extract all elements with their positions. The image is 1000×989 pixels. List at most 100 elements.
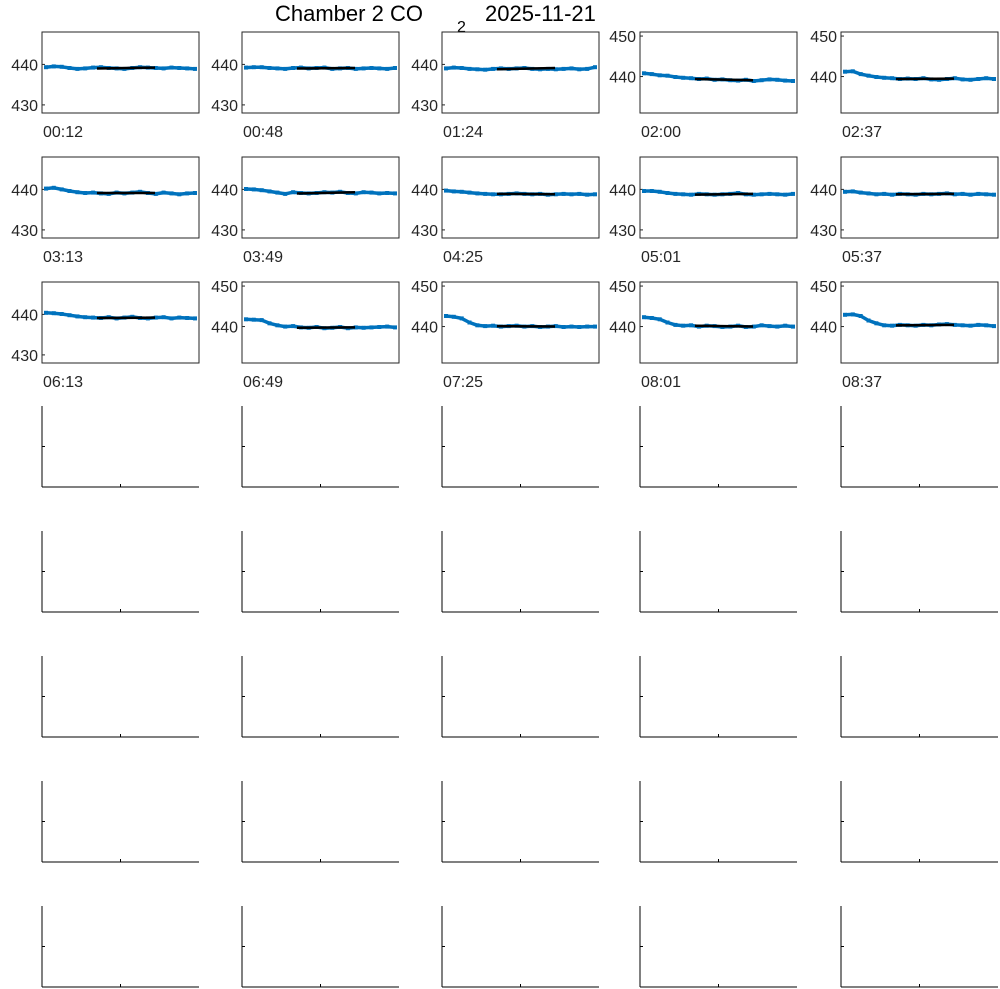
co2-data-point bbox=[585, 66, 590, 71]
y-tick-label: 430 bbox=[11, 98, 38, 115]
axes-box bbox=[639, 281, 798, 364]
co2-data-point bbox=[267, 66, 272, 70]
y-tick-label: 430 bbox=[211, 223, 238, 240]
co2-data-point bbox=[393, 66, 397, 70]
co2-data-point bbox=[976, 322, 981, 327]
y-tick-label: 450 bbox=[211, 279, 238, 296]
co2-data-point bbox=[353, 191, 358, 196]
fit-line bbox=[694, 77, 754, 82]
co2-data-point bbox=[275, 190, 280, 195]
co2-data-point bbox=[67, 313, 72, 318]
fit-line bbox=[496, 66, 556, 71]
co2-data-point bbox=[642, 315, 646, 320]
co2-data-point bbox=[968, 323, 973, 328]
co2-data-point bbox=[882, 75, 887, 80]
co2-data-point bbox=[451, 314, 456, 319]
co2-data-point bbox=[767, 324, 772, 329]
co2-data-point bbox=[577, 67, 582, 72]
co2-data-point bbox=[874, 192, 879, 197]
time-label: 05:37 bbox=[842, 249, 882, 266]
co2-data-point bbox=[577, 191, 582, 196]
co2-data-point bbox=[275, 323, 280, 328]
time-label: 06:13 bbox=[43, 374, 83, 391]
co2-data-point bbox=[75, 190, 80, 195]
y-tick-label: 440 bbox=[609, 70, 636, 87]
co2-data-point bbox=[475, 67, 480, 72]
co2-data-point bbox=[553, 67, 558, 72]
y-tick-label: 440 bbox=[11, 182, 38, 199]
subplot-21 bbox=[41, 531, 199, 613]
co2-data-point bbox=[44, 186, 48, 191]
co2-data-point bbox=[976, 191, 981, 196]
subplot-28 bbox=[441, 656, 599, 738]
co2-data-point bbox=[775, 324, 780, 329]
time-label: 00:12 bbox=[43, 124, 83, 141]
fit-line bbox=[296, 190, 356, 195]
co2-data-point bbox=[561, 325, 566, 329]
y-tick-label: 430 bbox=[11, 348, 38, 365]
axes-box bbox=[840, 281, 999, 364]
co2-data-point bbox=[283, 66, 288, 71]
co2-data-point bbox=[444, 314, 448, 318]
co2-data-point bbox=[992, 192, 996, 197]
y-tick-label: 450 bbox=[609, 29, 636, 46]
co2-data-point bbox=[593, 65, 597, 70]
y-tick-label: 440 bbox=[810, 182, 837, 199]
subplot-3: 430 440 01:24 bbox=[411, 31, 600, 141]
co2-data-point bbox=[75, 66, 80, 71]
co2-data-point bbox=[177, 66, 182, 70]
co2-data-point bbox=[850, 69, 855, 74]
co2-data-point bbox=[459, 189, 464, 194]
subplot-17 bbox=[241, 406, 399, 488]
co2-data-point bbox=[393, 191, 397, 196]
co2-data-point bbox=[44, 65, 48, 70]
time-label: 06:49 bbox=[243, 374, 283, 391]
subplot-2: 430 440 00:48 bbox=[211, 31, 400, 141]
y-tick-label: 430 bbox=[411, 98, 438, 115]
time-label: 01:24 bbox=[443, 124, 483, 141]
co2-data-point bbox=[952, 76, 957, 81]
figure-title: Chamber 2 CO 2 2025-11-21 bbox=[275, 1, 596, 36]
time-label: 02:37 bbox=[842, 124, 882, 141]
co2-data-point bbox=[767, 77, 772, 82]
co2-data-point bbox=[984, 192, 989, 197]
y-tick-label: 440 bbox=[11, 57, 38, 74]
co2-data-point bbox=[665, 320, 670, 325]
co2-data-point bbox=[960, 191, 965, 196]
co2-data-point bbox=[59, 64, 64, 69]
co2-data-point bbox=[475, 191, 480, 196]
y-tick-label: 450 bbox=[810, 279, 837, 296]
co2-data-point bbox=[491, 323, 496, 328]
co2-data-point bbox=[91, 65, 96, 70]
y-tick-label: 440 bbox=[411, 57, 438, 74]
co2-data-point bbox=[361, 190, 366, 195]
co2-data-point bbox=[193, 66, 197, 71]
co2-data-point bbox=[244, 65, 248, 70]
co2-data-point bbox=[561, 66, 566, 71]
co2-data-point bbox=[467, 320, 472, 325]
subplot-10: 430 440 05:37 bbox=[810, 156, 999, 266]
co2-data-point bbox=[783, 78, 788, 83]
axes-box bbox=[41, 31, 200, 114]
subplot-14: 440 450 08:01 bbox=[609, 279, 798, 391]
co2-data-point bbox=[67, 66, 72, 70]
co2-data-point bbox=[369, 325, 374, 330]
co2-data-point bbox=[44, 310, 48, 315]
y-tick-label: 440 bbox=[411, 320, 438, 337]
co2-data-point bbox=[783, 323, 788, 328]
co2-data-point bbox=[467, 190, 472, 195]
co2-data-point bbox=[244, 187, 248, 191]
co2-data-point bbox=[259, 188, 264, 193]
fit-line bbox=[96, 66, 156, 70]
co2-data-point bbox=[874, 75, 879, 79]
subplot-20 bbox=[840, 406, 998, 488]
co2-data-point bbox=[850, 189, 855, 194]
co2-data-point bbox=[890, 192, 895, 197]
co2-data-point bbox=[283, 324, 288, 329]
co2-data-point bbox=[169, 191, 174, 196]
subplot-11: 430 440 06:13 bbox=[11, 281, 200, 391]
co2-data-point bbox=[91, 315, 96, 320]
subplot-grid: 430 440 00:12 430 440 00:48 430 440 01:24 440 450 0… bbox=[11, 29, 999, 988]
co2-data-point bbox=[75, 314, 80, 319]
